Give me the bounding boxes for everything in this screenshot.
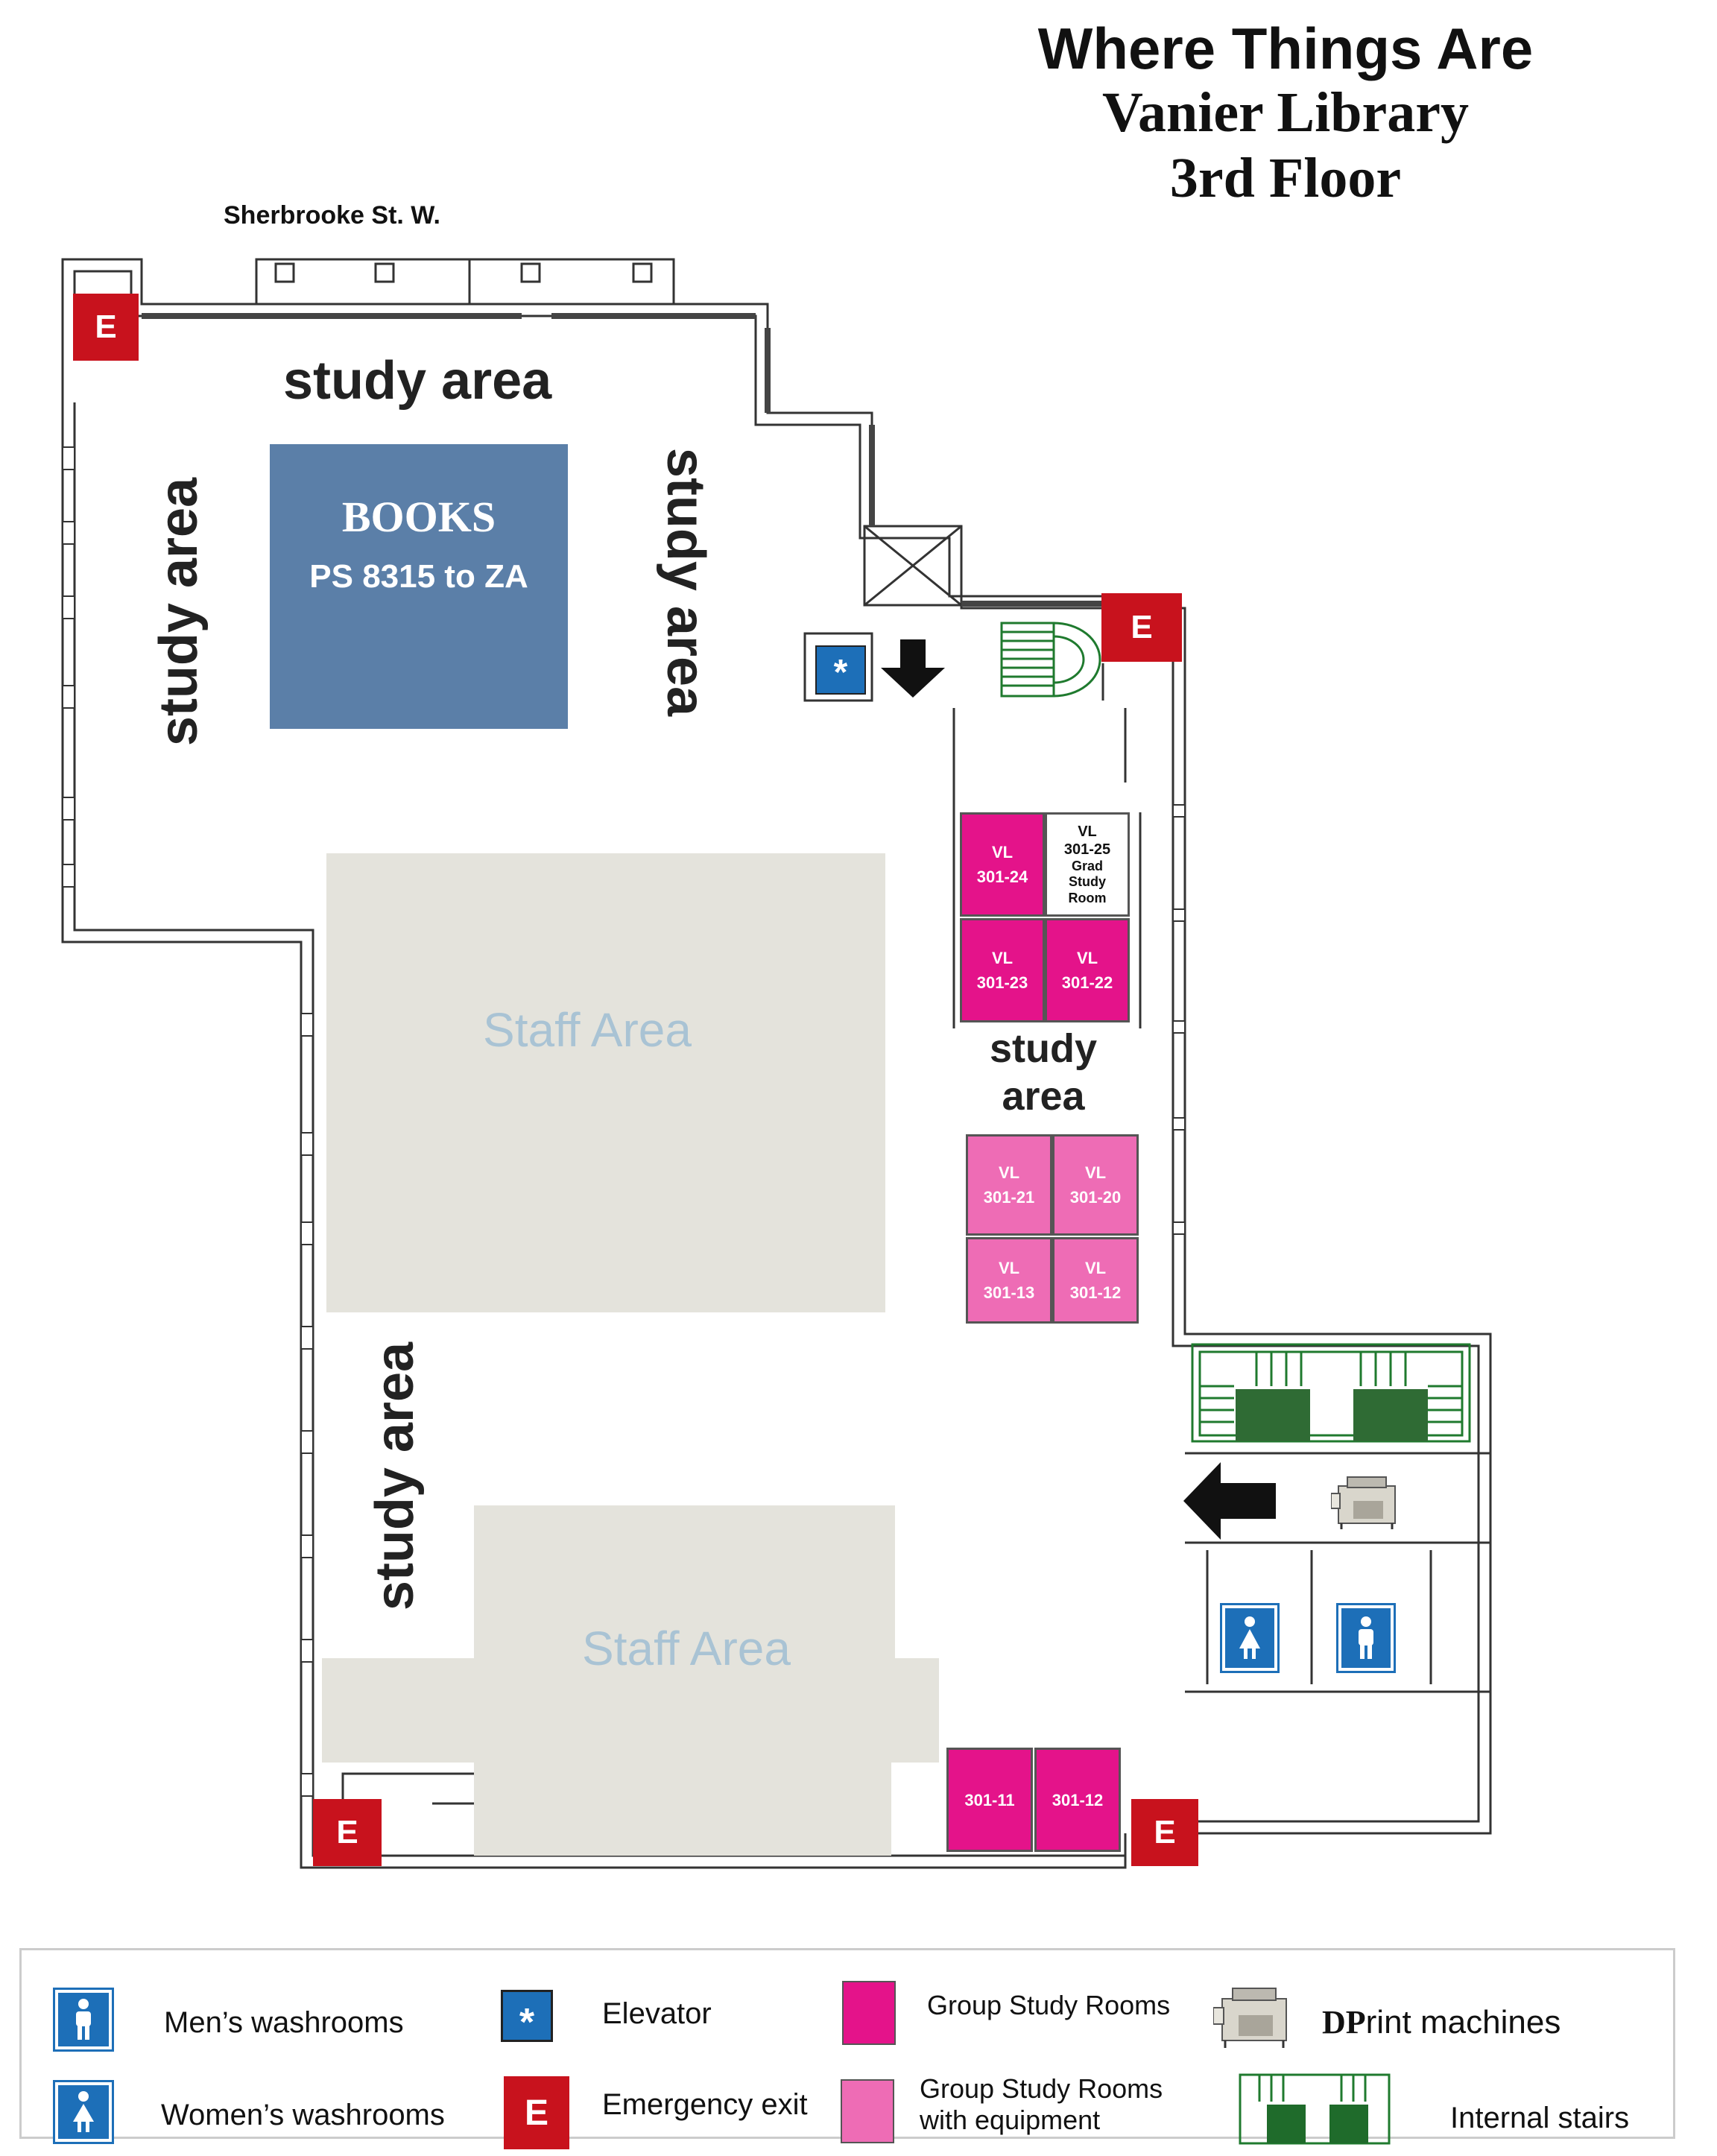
- arrow-left-icon: [1183, 1462, 1276, 1540]
- room-vl-301-21[interactable]: VL 301-21: [966, 1134, 1052, 1236]
- emergency-exit-right-upper: E: [1101, 593, 1182, 662]
- room-label: VL: [1078, 823, 1097, 840]
- room-label: VL: [1076, 949, 1098, 967]
- arrow-down-icon: [881, 639, 945, 698]
- legend-mens-label: Men’s washrooms: [164, 2006, 404, 2039]
- room-label: VL: [1084, 1163, 1107, 1182]
- room-label: VL: [1084, 1259, 1107, 1277]
- room-vl-301-23[interactable]: VL 301-23: [960, 918, 1045, 1022]
- library-name: Vanier Library: [1102, 81, 1469, 144]
- mens-washroom-icon-map: [1336, 1603, 1396, 1673]
- study-area-middle-line1: study: [989, 1026, 1098, 1071]
- room-label: VL: [998, 1163, 1020, 1182]
- mens-washroom-legend-icon: [53, 1988, 114, 2052]
- room-301-12-bottom[interactable]: 301-12: [1034, 1748, 1121, 1852]
- room-number: 301-11: [964, 1790, 1015, 1809]
- elevator-legend-icon: *: [501, 1990, 553, 2044]
- womens-washroom-legend-icon: [53, 2080, 114, 2144]
- room-label: VL: [991, 843, 1014, 862]
- staff-area-2-base: [474, 1763, 891, 1856]
- womens-washroom-icon-map: [1220, 1603, 1280, 1673]
- internal-stairs-upper: [1000, 622, 1101, 698]
- printer-legend-icon: [1213, 1988, 1287, 2048]
- legend-equipment-line1: Group Study Rooms: [920, 2073, 1163, 2104]
- study-area-bottom: study area: [365, 1341, 425, 1611]
- study-area-left: study area: [149, 477, 209, 747]
- staff-area-1-label: Staff Area: [483, 1003, 692, 1057]
- room-number: 301-23: [976, 973, 1028, 992]
- emergency-exit-legend-icon: E: [504, 2076, 569, 2149]
- map-title: Where Things Are: [1037, 16, 1534, 81]
- room-label: VL: [998, 1259, 1020, 1277]
- staff-area-2-label: Staff Area: [582, 1622, 791, 1675]
- legend-stairs-label: Internal stairs: [1450, 2102, 1630, 2134]
- emergency-exit-bottom-left: E: [313, 1799, 382, 1866]
- legend-equipment-line2: with equipment: [920, 2105, 1101, 2135]
- room-vl-301-22[interactable]: VL 301-22: [1045, 918, 1130, 1022]
- room-301-11[interactable]: 301-11: [946, 1748, 1033, 1852]
- stairs-legend-icon: [1239, 2073, 1391, 2145]
- room-number: 301-24: [976, 867, 1028, 886]
- room-desc: Grad: [1071, 858, 1103, 873]
- books-section: BOOKS PS 8315 to ZA: [270, 444, 568, 729]
- room-number: 301-12: [1052, 1790, 1104, 1809]
- room-number: 301-12: [1069, 1283, 1122, 1302]
- printer-icon-map: [1331, 1476, 1396, 1529]
- staff-area-1: Staff Area: [326, 853, 885, 1312]
- room-label: VL: [991, 949, 1014, 967]
- floor-plan-walls: [61, 258, 1492, 1869]
- room-vl-301-13[interactable]: VL 301-13: [966, 1237, 1052, 1324]
- legend-womens-label: Women’s washrooms: [161, 2099, 445, 2131]
- internal-stairs-right: [1191, 1343, 1471, 1443]
- legend-group-rooms-equipment-label: Group Study Rooms with equipment: [920, 2073, 1163, 2136]
- study-area-right: study area: [656, 447, 715, 717]
- elevator-icon: *: [815, 645, 866, 695]
- room-number: 301-20: [1069, 1188, 1122, 1207]
- room-vl-301-12[interactable]: VL 301-12: [1052, 1237, 1139, 1324]
- staff-area-2-lower: [322, 1658, 939, 1763]
- legend-group-rooms-label: Group Study Rooms: [927, 1990, 1171, 2020]
- room-desc: Study: [1068, 874, 1106, 890]
- staff-area-2-upper: [474, 1505, 895, 1658]
- legend-dprint-rest: rint machines: [1365, 2004, 1561, 2040]
- room-number: 301-13: [983, 1283, 1035, 1302]
- legend-elevator-label: Elevator: [602, 1997, 712, 2030]
- study-area-middle: study area: [969, 1025, 1118, 1120]
- room-number: 301-21: [983, 1188, 1035, 1207]
- legend-exit-label: Emergency exit: [602, 2088, 808, 2121]
- group-room-legend-swatch: [842, 1981, 896, 2045]
- study-area-top: study area: [283, 351, 552, 411]
- legend-dprint-label: DPrint machines: [1322, 2003, 1561, 2041]
- books-title: BOOKS: [341, 493, 496, 541]
- study-area-middle-line2: area: [1002, 1074, 1085, 1119]
- emergency-exit-bottom-right: E: [1131, 1799, 1198, 1866]
- floor-name: 3rd Floor: [1169, 147, 1402, 209]
- room-number: 301-25: [1063, 841, 1111, 858]
- emergency-exit-top-left: E: [73, 294, 139, 361]
- room-vl-301-25[interactable]: VL 301-25 Grad Study Room: [1045, 812, 1130, 917]
- street-label: Sherbrooke St. W.: [224, 201, 440, 230]
- legend-dprint-bold: DP: [1322, 2004, 1366, 2040]
- room-number: 301-22: [1061, 973, 1113, 992]
- books-call-range: PS 8315 to ZA: [309, 558, 528, 595]
- room-vl-301-20[interactable]: VL 301-20: [1052, 1134, 1139, 1236]
- room-vl-301-24[interactable]: VL 301-24: [960, 812, 1045, 917]
- room-desc: Room: [1068, 890, 1107, 905]
- group-room-equipment-legend-swatch: [841, 2079, 894, 2143]
